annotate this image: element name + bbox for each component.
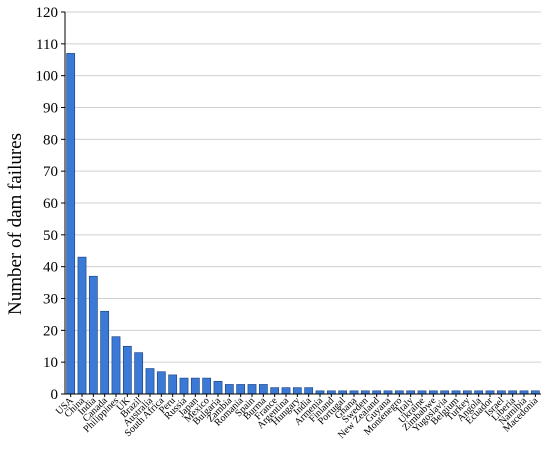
y-tick-label: 80 [43, 132, 58, 148]
bar [100, 310, 110, 395]
bar [168, 374, 178, 395]
bar [258, 384, 268, 395]
bar [77, 256, 87, 395]
bar [111, 336, 121, 395]
y-tick-label: 50 [43, 228, 58, 244]
bar [213, 380, 223, 395]
bar-layer [66, 53, 540, 395]
bar [156, 371, 166, 395]
y-tick-labels: 0 10 20 30 40 50 60 70 80 90 100 110 120 [36, 5, 59, 403]
bar [247, 384, 257, 395]
bar [145, 368, 155, 395]
bar [134, 352, 144, 395]
bar [236, 384, 246, 395]
y-tick-label: 90 [43, 101, 58, 117]
bar [202, 377, 212, 395]
bar [270, 387, 280, 395]
bar [281, 387, 291, 395]
grid-layer [65, 11, 541, 363]
axis-layer [61, 11, 541, 397]
y-axis-title: Number of dam failures [5, 133, 26, 315]
y-tick-label: 40 [43, 260, 58, 276]
bar [122, 345, 132, 395]
y-tick-label: 60 [43, 196, 58, 212]
bar [304, 387, 314, 395]
y-tick-label: 0 [51, 387, 59, 403]
y-tick-label: 110 [36, 37, 58, 53]
x-tick-labels: USAChinaIndiaCanadaPhilippinesUKBrazilAu… [54, 395, 541, 441]
y-tick-label: 10 [43, 355, 58, 371]
bar [66, 53, 76, 395]
y-tick-label: 30 [43, 292, 58, 308]
y-tick-label: 120 [36, 5, 59, 21]
bar [224, 384, 234, 395]
bar [88, 275, 98, 395]
y-tick-label: 70 [43, 164, 58, 180]
bar [179, 377, 189, 395]
bar [292, 387, 302, 395]
bar [190, 377, 200, 395]
y-tick-label: 20 [43, 323, 58, 339]
y-tick-label: 100 [36, 69, 59, 85]
